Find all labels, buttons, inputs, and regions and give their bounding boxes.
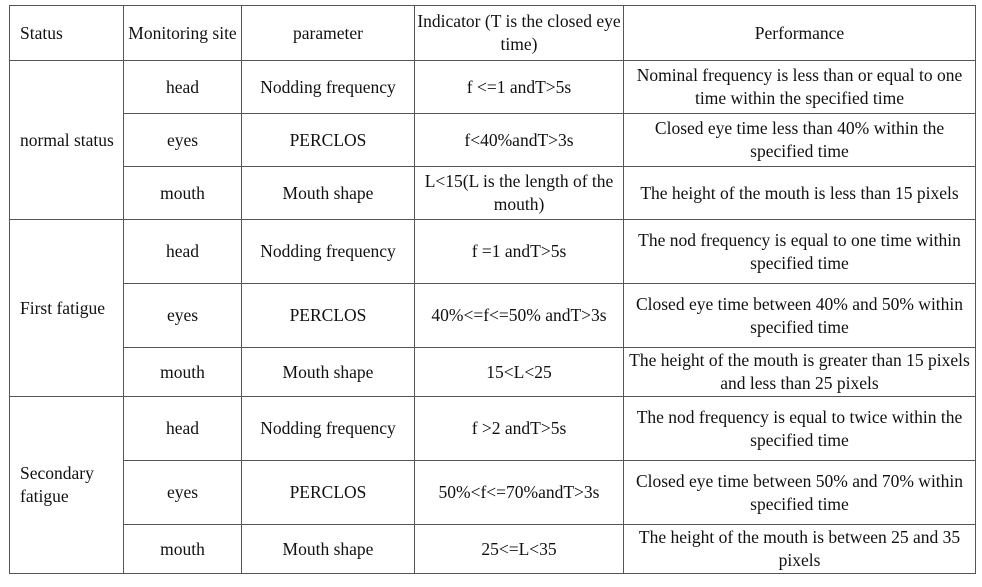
performance-cell: The height of the mouth is between 25 an… (623, 524, 976, 574)
site-cell: head (123, 60, 242, 114)
parameter-cell: Mouth shape (241, 524, 415, 574)
site-cell: mouth (123, 166, 242, 220)
indicator-cell: 40%<=f<=50% andT>3s (414, 283, 624, 348)
performance-cell: Closed eye time between 50% and 70% with… (623, 460, 976, 525)
table-row: normal status head Nodding frequency f <… (9, 60, 976, 220)
indicator-cell: f <=1 andT>5s (414, 60, 624, 114)
header-indicator: Indicator (T is the closed eye time) (414, 5, 624, 61)
header-parameter: parameter (241, 5, 415, 61)
status-cell: First fatigue (9, 219, 124, 397)
header-performance: Performance (623, 5, 976, 61)
parameter-cell: PERCLOS (241, 283, 415, 348)
table-row: mouth Mouth shape 15<L<25 The height of … (10, 347, 976, 397)
parameter-cell: Mouth shape (241, 166, 415, 220)
site-cell: eyes (123, 113, 242, 167)
status-cell: normal status (9, 60, 124, 220)
indicator-cell: f<40%andT>3s (414, 113, 624, 167)
table-row: mouth Mouth shape L<15(L is the length o… (10, 166, 976, 220)
table-row: First fatigue head Nodding frequency f =… (9, 219, 976, 397)
site-cell: mouth (123, 347, 242, 397)
parameter-cell: PERCLOS (241, 113, 415, 167)
indicator-cell: 50%<f<=70%andT>3s (414, 460, 624, 525)
performance-cell: The nod frequency is equal to twice with… (623, 396, 976, 461)
performance-cell: Nominal frequency is less than or equal … (623, 60, 976, 114)
table-row: mouth Mouth shape 25<=L<35 The height of… (10, 524, 976, 574)
site-cell: head (123, 396, 242, 461)
status-cell: Secondary fatigue (9, 396, 124, 574)
fatigue-status-table: Status Monitoring site parameter Indicat… (9, 5, 976, 574)
indicator-cell: 15<L<25 (414, 347, 624, 397)
site-cell: head (123, 219, 242, 284)
indicator-cell: f =1 andT>5s (414, 219, 624, 284)
site-cell: eyes (123, 460, 242, 525)
header-monitoring-site: Monitoring site (123, 5, 242, 61)
parameter-cell: Mouth shape (241, 347, 415, 397)
table-row: Secondary fatigue head Nodding frequency… (9, 396, 976, 574)
performance-cell: The height of the mouth is greater than … (623, 347, 976, 397)
performance-cell: Closed eye time less than 40% within the… (623, 113, 976, 167)
table-row: eyes PERCLOS 40%<=f<=50% andT>3s Closed … (10, 283, 976, 348)
header-row: Status Monitoring site parameter Indicat… (9, 5, 976, 61)
table-row: eyes PERCLOS f<40%andT>3s Closed eye tim… (10, 113, 976, 167)
parameter-cell: Nodding frequency (241, 396, 415, 461)
performance-cell: The nod frequency is equal to one time w… (623, 219, 976, 284)
indicator-cell: f >2 andT>5s (414, 396, 624, 461)
performance-cell: The height of the mouth is less than 15 … (623, 166, 976, 220)
parameter-cell: Nodding frequency (241, 219, 415, 284)
parameter-cell: Nodding frequency (241, 60, 415, 114)
header-status: Status (9, 5, 124, 61)
performance-cell: Closed eye time between 40% and 50% with… (623, 283, 976, 348)
parameter-cell: PERCLOS (241, 460, 415, 525)
site-cell: eyes (123, 283, 242, 348)
indicator-cell: L<15(L is the length of the mouth) (414, 166, 624, 220)
table-row: eyes PERCLOS 50%<f<=70%andT>3s Closed ey… (10, 460, 976, 525)
site-cell: mouth (123, 524, 242, 574)
indicator-cell: 25<=L<35 (414, 524, 624, 574)
